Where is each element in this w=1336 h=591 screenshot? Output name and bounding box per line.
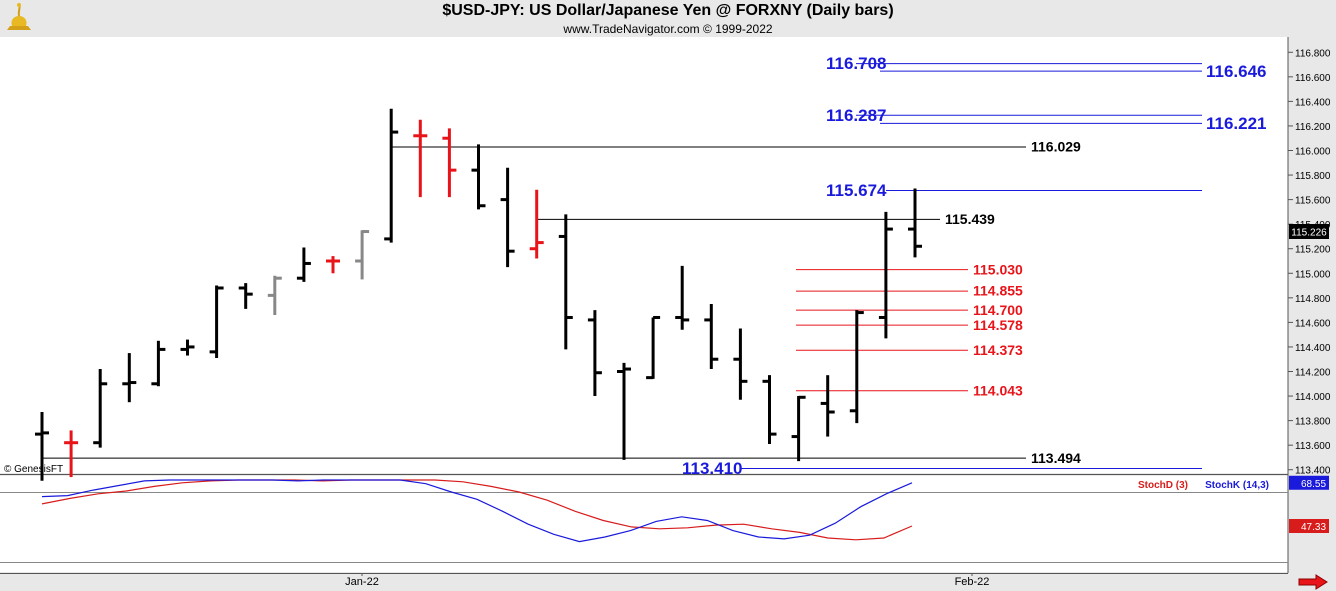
price-tick-label: 116.400 [1295, 97, 1331, 108]
stoch-last-marker [1289, 475, 1329, 490]
ohlc-bar [35, 412, 49, 481]
price-tick-label: 115.600 [1295, 196, 1331, 207]
price-tick-label: 116.000 [1295, 147, 1331, 158]
ohlc-bar [529, 189, 544, 259]
ohlc-bar [762, 375, 777, 444]
main-plot-area [0, 37, 1288, 473]
ohlc-bar [733, 328, 748, 400]
ohlc-bar [64, 430, 79, 478]
ohlc-bar [267, 275, 282, 316]
price-bars [35, 108, 922, 481]
chart-subtitle: www.TradeNavigator.com © 1999-2022 [563, 22, 773, 36]
price-tick-label: 113.400 [1295, 466, 1331, 477]
price-level-label: 116.287 [826, 106, 887, 125]
ohlc-bar [93, 369, 108, 448]
price-level-label: 114.855 [973, 283, 1023, 299]
ohlc-bar [122, 353, 137, 403]
scroll-right-arrow-icon[interactable] [1298, 574, 1328, 590]
price-level-label: 115.030 [973, 261, 1023, 277]
price-level-label: 116.708 [826, 54, 887, 73]
price-tick-label: 114.200 [1295, 368, 1331, 379]
ohlc-bar [326, 256, 340, 274]
price-level-label: 116.029 [1031, 139, 1081, 155]
last-price-marker: 115.226 [1289, 224, 1329, 239]
ohlc-bar [675, 265, 690, 330]
ohlc-bar [704, 303, 719, 370]
price-level-label: 115.439 [945, 211, 995, 227]
stoch-last-label: 47.33 [1301, 522, 1326, 533]
stoch-legend-label: StochK (14,3) [1205, 480, 1269, 491]
stochastic-plot-area [0, 476, 1288, 572]
last-price-label: 115.226 [1291, 228, 1327, 239]
price-level-label: 114.700 [973, 302, 1023, 318]
price-level-label: 114.373 [973, 342, 1023, 358]
ohlc-bar [355, 230, 370, 280]
ohlc-bar [180, 339, 195, 356]
ohlc-bar [820, 375, 835, 437]
price-tick-label: 116.600 [1295, 73, 1331, 84]
price-tick-label: 115.000 [1295, 269, 1331, 280]
ohlc-bar [471, 144, 486, 210]
ohlc-bar [587, 310, 602, 397]
copyright-label: © GenesisFT [4, 464, 63, 475]
price-tick-label: 116.800 [1295, 48, 1331, 59]
stochastic-panel: 47.33 68.55 StochD (3) StochK (14,3) [41, 475, 1329, 543]
price-tick-label: 115.800 [1295, 171, 1331, 182]
price-levels: 116.708 116.646 116.287 116.221 116.029 115.6… [42, 54, 1267, 478]
price-tick-label: 114.800 [1295, 294, 1331, 305]
ohlc-bar [151, 340, 166, 387]
stoch-legend-label: StochD (3) [1138, 480, 1188, 491]
ohlc-bar [384, 108, 399, 243]
price-tick-label: 114.600 [1295, 318, 1331, 329]
price-level-label: 114.578 [973, 317, 1023, 333]
ohlc-bar [442, 128, 457, 198]
ohlc-bar [500, 167, 515, 268]
price-level-label: 114.043 [973, 382, 1023, 398]
ohlc-bar [878, 211, 893, 339]
ohlc-bar [238, 283, 253, 309]
chart-title: $USD-JPY: US Dollar/Japanese Yen @ FORXN… [442, 2, 894, 19]
price-tick-label: 113.800 [1295, 417, 1331, 428]
stoch-line [41, 479, 913, 541]
ohlc-bar [558, 214, 573, 350]
ohlc-bar [646, 315, 661, 380]
ohlc-bar [413, 119, 428, 198]
ohlc-bar [908, 188, 922, 258]
ohlc-bar [849, 310, 864, 424]
price-level-label: 113.494 [1031, 450, 1081, 466]
ohlc-bar [617, 362, 631, 460]
ohlc-bar [209, 285, 224, 358]
price-tick-label: 113.600 [1295, 441, 1331, 452]
price-level-label: 115.674 [826, 181, 887, 200]
stoch-last-marker [1289, 519, 1329, 533]
price-tick-label: 114.000 [1295, 392, 1331, 403]
time-axis: Jan-22 Feb-22 [345, 573, 989, 588]
price-tick-label: 116.200 [1295, 122, 1331, 133]
price-tick-label: 115.200 [1295, 245, 1331, 256]
price-level-label: 116.221 [1206, 114, 1267, 133]
genie-lamp-icon [7, 3, 31, 30]
time-tick-label: Jan-22 [345, 576, 379, 588]
ohlc-bar [296, 247, 311, 282]
price-level-label: 116.646 [1206, 62, 1267, 81]
price-level-label: 113.410 [682, 459, 743, 478]
price-axis: 116.800 116.600 116.400 116.200 116.000 115.8… [1288, 48, 1331, 477]
stoch-last-label: 68.55 [1301, 479, 1326, 490]
time-tick-label: Feb-22 [955, 576, 990, 588]
stoch-line [41, 479, 913, 543]
ohlc-bar [791, 395, 806, 462]
price-tick-label: 114.400 [1295, 343, 1331, 354]
